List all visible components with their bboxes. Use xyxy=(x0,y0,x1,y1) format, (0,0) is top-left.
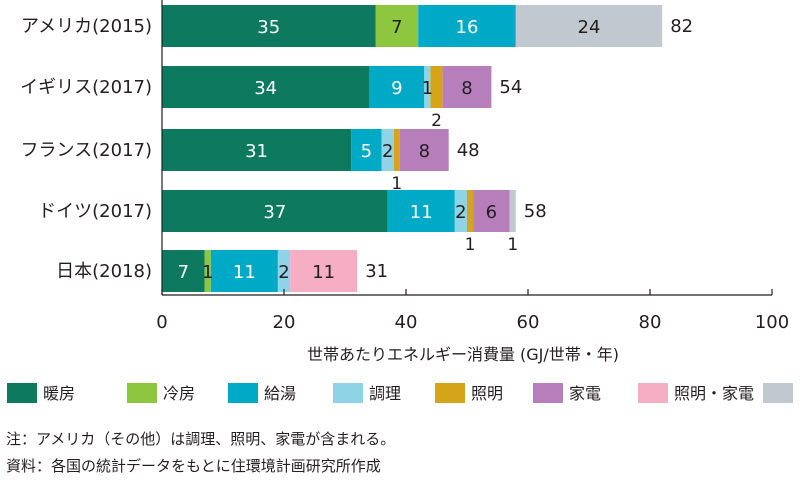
x-tick-label: 0 xyxy=(156,312,167,333)
bar-segment xyxy=(369,66,425,108)
segment-value-label: 11 xyxy=(233,262,256,283)
category-label: フランス(2017) xyxy=(21,140,153,161)
bar-segment xyxy=(509,190,516,232)
legend-label: 給湯 xyxy=(264,384,296,403)
bar-segment xyxy=(473,190,510,232)
bar-segment xyxy=(351,129,382,171)
segment-value-label: 24 xyxy=(578,17,601,38)
bar-segment xyxy=(162,5,376,47)
legend-label: 調理 xyxy=(369,384,401,403)
segment-value-label: 31 xyxy=(245,141,268,162)
x-tick-label: 80 xyxy=(639,312,662,333)
bar-segment xyxy=(393,129,400,171)
bar-segment xyxy=(204,250,211,292)
legend-swatch xyxy=(533,383,563,403)
segment-value-label: 6 xyxy=(486,202,497,223)
legend-swatch xyxy=(333,383,363,403)
x-axis-title: 世帯あたりエネルギー消費量 (GJ/世帯・年) xyxy=(307,345,619,364)
bar-segment xyxy=(210,250,278,292)
category-label: ドイツ(2017) xyxy=(38,201,152,222)
segment-value-label: 1 xyxy=(202,262,213,283)
legend-swatch xyxy=(228,383,258,403)
category-label: 日本(2018) xyxy=(56,261,152,282)
category-label: アメリカ(2015) xyxy=(21,16,152,37)
legend-label: 照明・家電 xyxy=(674,384,754,403)
total-label: 48 xyxy=(457,140,480,161)
chart-note: 注：アメリカ（その他）は調理、照明、家電が含まれる。 xyxy=(6,430,396,448)
bar-segment xyxy=(424,66,431,108)
segment-value-label: 2 xyxy=(382,141,393,162)
bar-segment xyxy=(430,66,443,108)
bar-segment xyxy=(375,5,419,47)
total-label: 82 xyxy=(670,16,693,37)
total-label: 58 xyxy=(524,201,547,222)
bar-segment xyxy=(467,190,474,232)
bar-segment xyxy=(418,5,516,47)
segment-value-label: 2 xyxy=(278,262,289,283)
total-label: 31 xyxy=(365,261,388,282)
segment-value-label: 37 xyxy=(263,202,286,223)
segment-value-label: 34 xyxy=(254,78,277,99)
chart-source: 資料：各国の統計データをもとに住環境計画研究所作成 xyxy=(6,457,381,475)
bar-segment xyxy=(381,129,394,171)
x-tick-label: 100 xyxy=(755,312,789,333)
x-tick-label: 40 xyxy=(395,312,418,333)
legend-swatch xyxy=(763,383,793,403)
bar-segment xyxy=(277,250,291,292)
legend-swatch xyxy=(435,383,465,403)
bar-segment xyxy=(162,66,370,108)
legend-swatch xyxy=(127,383,157,403)
bar-segment xyxy=(162,129,352,171)
total-label: 54 xyxy=(499,77,522,98)
legend-label: 暖房 xyxy=(43,384,75,403)
bar-segment xyxy=(162,190,388,232)
x-tick-label: 60 xyxy=(517,312,540,333)
segment-value-label: 8 xyxy=(419,141,430,162)
legend-label: 家電 xyxy=(569,384,601,403)
segment-value-label: 35 xyxy=(257,17,280,38)
segment-value-label: 16 xyxy=(456,17,479,38)
legend-swatch xyxy=(638,383,668,403)
segment-value-label: 2 xyxy=(431,111,442,131)
bar-segment xyxy=(290,250,358,292)
segment-value-label: 8 xyxy=(461,78,472,99)
segment-value-label: 11 xyxy=(312,262,335,283)
bar-segment xyxy=(399,129,449,171)
bar-segment xyxy=(454,190,467,232)
segment-value-label: 1 xyxy=(507,235,518,255)
legend-swatch xyxy=(7,383,37,403)
segment-value-label: 2 xyxy=(455,202,466,223)
legend-label: 照明 xyxy=(471,384,503,403)
segment-value-label: 1 xyxy=(465,235,476,255)
bar-segment xyxy=(515,5,663,47)
segment-value-label: 5 xyxy=(361,141,372,162)
segment-value-label: 1 xyxy=(391,174,402,194)
bar-segment xyxy=(442,66,492,108)
legend-label: 冷房 xyxy=(163,384,195,403)
category-label: イギリス(2017) xyxy=(20,77,152,98)
segment-value-label: 7 xyxy=(391,17,402,38)
x-tick-label: 20 xyxy=(273,312,296,333)
bar-segment xyxy=(162,250,205,292)
segment-value-label: 9 xyxy=(391,78,402,99)
segment-value-label: 11 xyxy=(410,202,433,223)
segment-value-label: 1 xyxy=(422,78,433,99)
segment-value-label: 7 xyxy=(178,262,189,283)
bar-segment xyxy=(387,190,455,232)
